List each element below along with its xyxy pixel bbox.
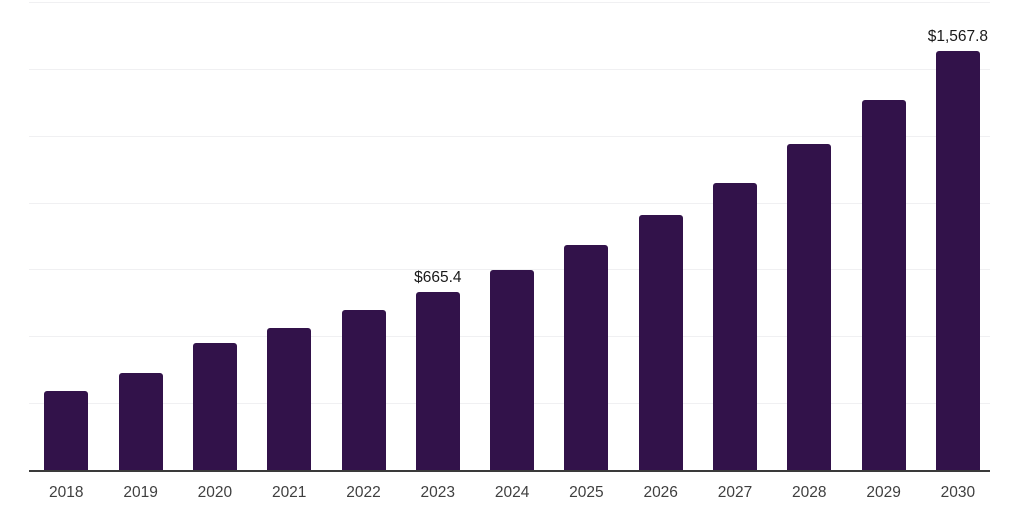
gridline-1750 bbox=[29, 2, 990, 3]
x-tick-2022: 2022 bbox=[346, 484, 381, 501]
x-tick-2019: 2019 bbox=[123, 484, 158, 501]
x-tick-2030: 2030 bbox=[940, 484, 976, 501]
bar-2019 bbox=[118, 373, 163, 470]
bar-2025 bbox=[564, 245, 609, 470]
bar-2021 bbox=[267, 328, 312, 470]
bar-2028 bbox=[787, 144, 832, 470]
x-tick-2025: 2025 bbox=[569, 484, 604, 501]
x-tick-2027: 2027 bbox=[717, 484, 753, 501]
bar-2022 bbox=[341, 310, 386, 470]
x-tick-2028: 2028 bbox=[792, 484, 827, 501]
bar-2029 bbox=[861, 99, 906, 470]
gridline-1000 bbox=[29, 202, 990, 204]
data-label-2023: $665.4 bbox=[414, 269, 462, 287]
bar-2024 bbox=[490, 269, 535, 470]
x-tick-2020: 2020 bbox=[197, 484, 233, 501]
x-tick-2026: 2026 bbox=[643, 484, 678, 501]
data-label-2030: $1,567.8 bbox=[927, 27, 989, 45]
bar-2030 bbox=[935, 50, 980, 470]
gridline-1500 bbox=[29, 68, 990, 70]
x-tick-2018: 2018 bbox=[49, 484, 84, 501]
x-tick-2024: 2024 bbox=[494, 484, 530, 501]
plot-area: $665.4 $1,567.8 bbox=[29, 2, 990, 472]
bar-2020 bbox=[192, 342, 237, 470]
x-tick-2029: 2029 bbox=[866, 484, 901, 501]
bar-2026 bbox=[638, 215, 683, 470]
x-tick-2021: 2021 bbox=[271, 484, 307, 501]
gridline-1250 bbox=[29, 135, 990, 137]
bar-2023 bbox=[415, 292, 460, 470]
bar-2027 bbox=[713, 183, 757, 470]
gridline-750 bbox=[29, 269, 990, 271]
x-tick-2023: 2023 bbox=[420, 484, 456, 501]
bar-2018 bbox=[44, 391, 89, 470]
